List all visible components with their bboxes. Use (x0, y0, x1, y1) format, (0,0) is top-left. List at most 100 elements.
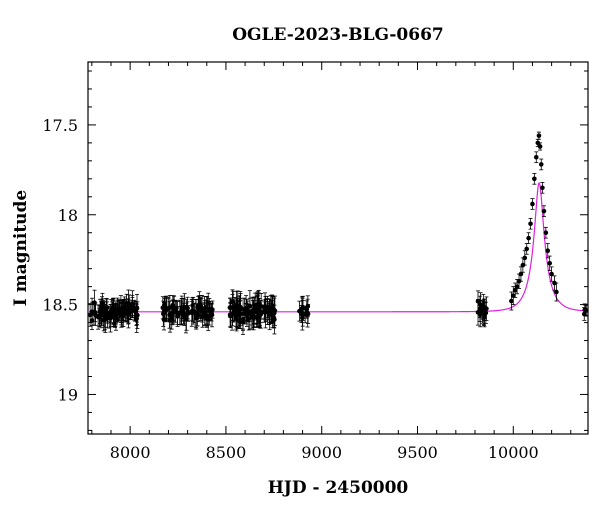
point-marker (256, 305, 262, 311)
point-marker (512, 287, 518, 293)
x-axis-label: HJD - 2450000 (268, 478, 409, 498)
data-point (167, 308, 173, 333)
point-marker (89, 309, 95, 315)
data-point (530, 198, 535, 210)
x-tick-label: 8000 (110, 443, 151, 462)
point-marker (118, 306, 124, 312)
point-marker (514, 284, 520, 289)
x-tick-label: 9500 (397, 443, 438, 462)
point-marker (133, 308, 139, 314)
point-marker (108, 315, 113, 321)
data-point (543, 226, 549, 239)
data-point (197, 291, 202, 318)
point-marker (179, 309, 184, 315)
point-marker (189, 310, 195, 316)
point-marker (233, 311, 239, 316)
data-point (540, 182, 545, 194)
data-point (104, 301, 110, 324)
axis-ticks-layer: 8000 8500 9000 9500 10000 17.5 18 18.5 19 (42, 62, 588, 462)
point-marker (549, 271, 554, 277)
point-marker (257, 313, 263, 318)
point-marker (518, 271, 524, 277)
data-point (526, 232, 531, 244)
data-point (536, 131, 542, 140)
point-marker (243, 305, 249, 311)
point-marker (199, 305, 204, 311)
point-marker (477, 306, 483, 312)
plot-frame (87, 61, 589, 435)
point-marker (202, 311, 208, 317)
data-point (123, 304, 129, 323)
data-point (583, 304, 588, 316)
data-point (228, 297, 233, 318)
data-point (475, 299, 481, 326)
data-point (547, 255, 552, 271)
point-marker (197, 302, 202, 307)
data-point (304, 300, 310, 319)
point-marker (170, 302, 176, 308)
data-point (234, 290, 239, 320)
point-marker (174, 305, 179, 311)
point-marker (110, 307, 115, 313)
point-marker (510, 293, 516, 298)
point-marker (524, 246, 529, 252)
point-marker (532, 176, 537, 182)
data-point (110, 301, 115, 319)
y-tick-label: 17.5 (42, 116, 78, 135)
data-point (202, 302, 208, 326)
data-point (533, 151, 539, 164)
point-marker (297, 308, 302, 314)
point-marker (530, 201, 535, 207)
data-point (300, 300, 305, 327)
point-marker (536, 133, 542, 138)
point-marker (537, 144, 543, 149)
data-point (537, 142, 543, 151)
data-point (251, 296, 257, 324)
data-point (483, 301, 489, 324)
data-point (174, 299, 179, 317)
point-marker (262, 306, 267, 312)
point-marker (167, 318, 173, 323)
point-marker (163, 306, 169, 311)
point-marker (304, 307, 310, 312)
point-marker (481, 308, 487, 314)
data-point (101, 308, 107, 332)
chart-title: OGLE-2023-BLG-0667 (232, 25, 444, 45)
point-marker (583, 307, 588, 313)
point-marker (93, 312, 98, 318)
data-point (89, 297, 95, 326)
point-marker (543, 230, 549, 236)
y-axis-label: I magnitude (11, 190, 31, 307)
data-point (268, 301, 274, 322)
data-point (538, 158, 544, 171)
x-tick-label: 9000 (301, 443, 342, 462)
data-point (193, 299, 199, 328)
point-marker (113, 310, 119, 315)
point-marker (250, 311, 256, 317)
data-point (118, 295, 124, 323)
point-marker (533, 154, 539, 160)
point-marker (251, 307, 257, 313)
point-marker (268, 309, 274, 314)
point-marker (509, 298, 514, 304)
data-points-layer (87, 131, 589, 335)
data-point (532, 173, 537, 185)
data-point (113, 301, 119, 324)
data-point (243, 295, 249, 321)
data-point (100, 292, 105, 313)
data-point (179, 298, 184, 326)
x-tick-label: 8500 (206, 443, 247, 462)
point-marker (535, 140, 541, 146)
data-point (189, 299, 195, 327)
y-tick-label: 18.5 (42, 296, 78, 315)
data-point (522, 250, 528, 266)
point-marker (104, 310, 110, 315)
point-marker (554, 289, 559, 295)
point-marker (237, 305, 242, 311)
point-marker (97, 314, 102, 320)
data-point (549, 266, 554, 282)
point-marker (134, 313, 140, 318)
point-marker (228, 305, 233, 311)
point-marker (101, 317, 107, 323)
